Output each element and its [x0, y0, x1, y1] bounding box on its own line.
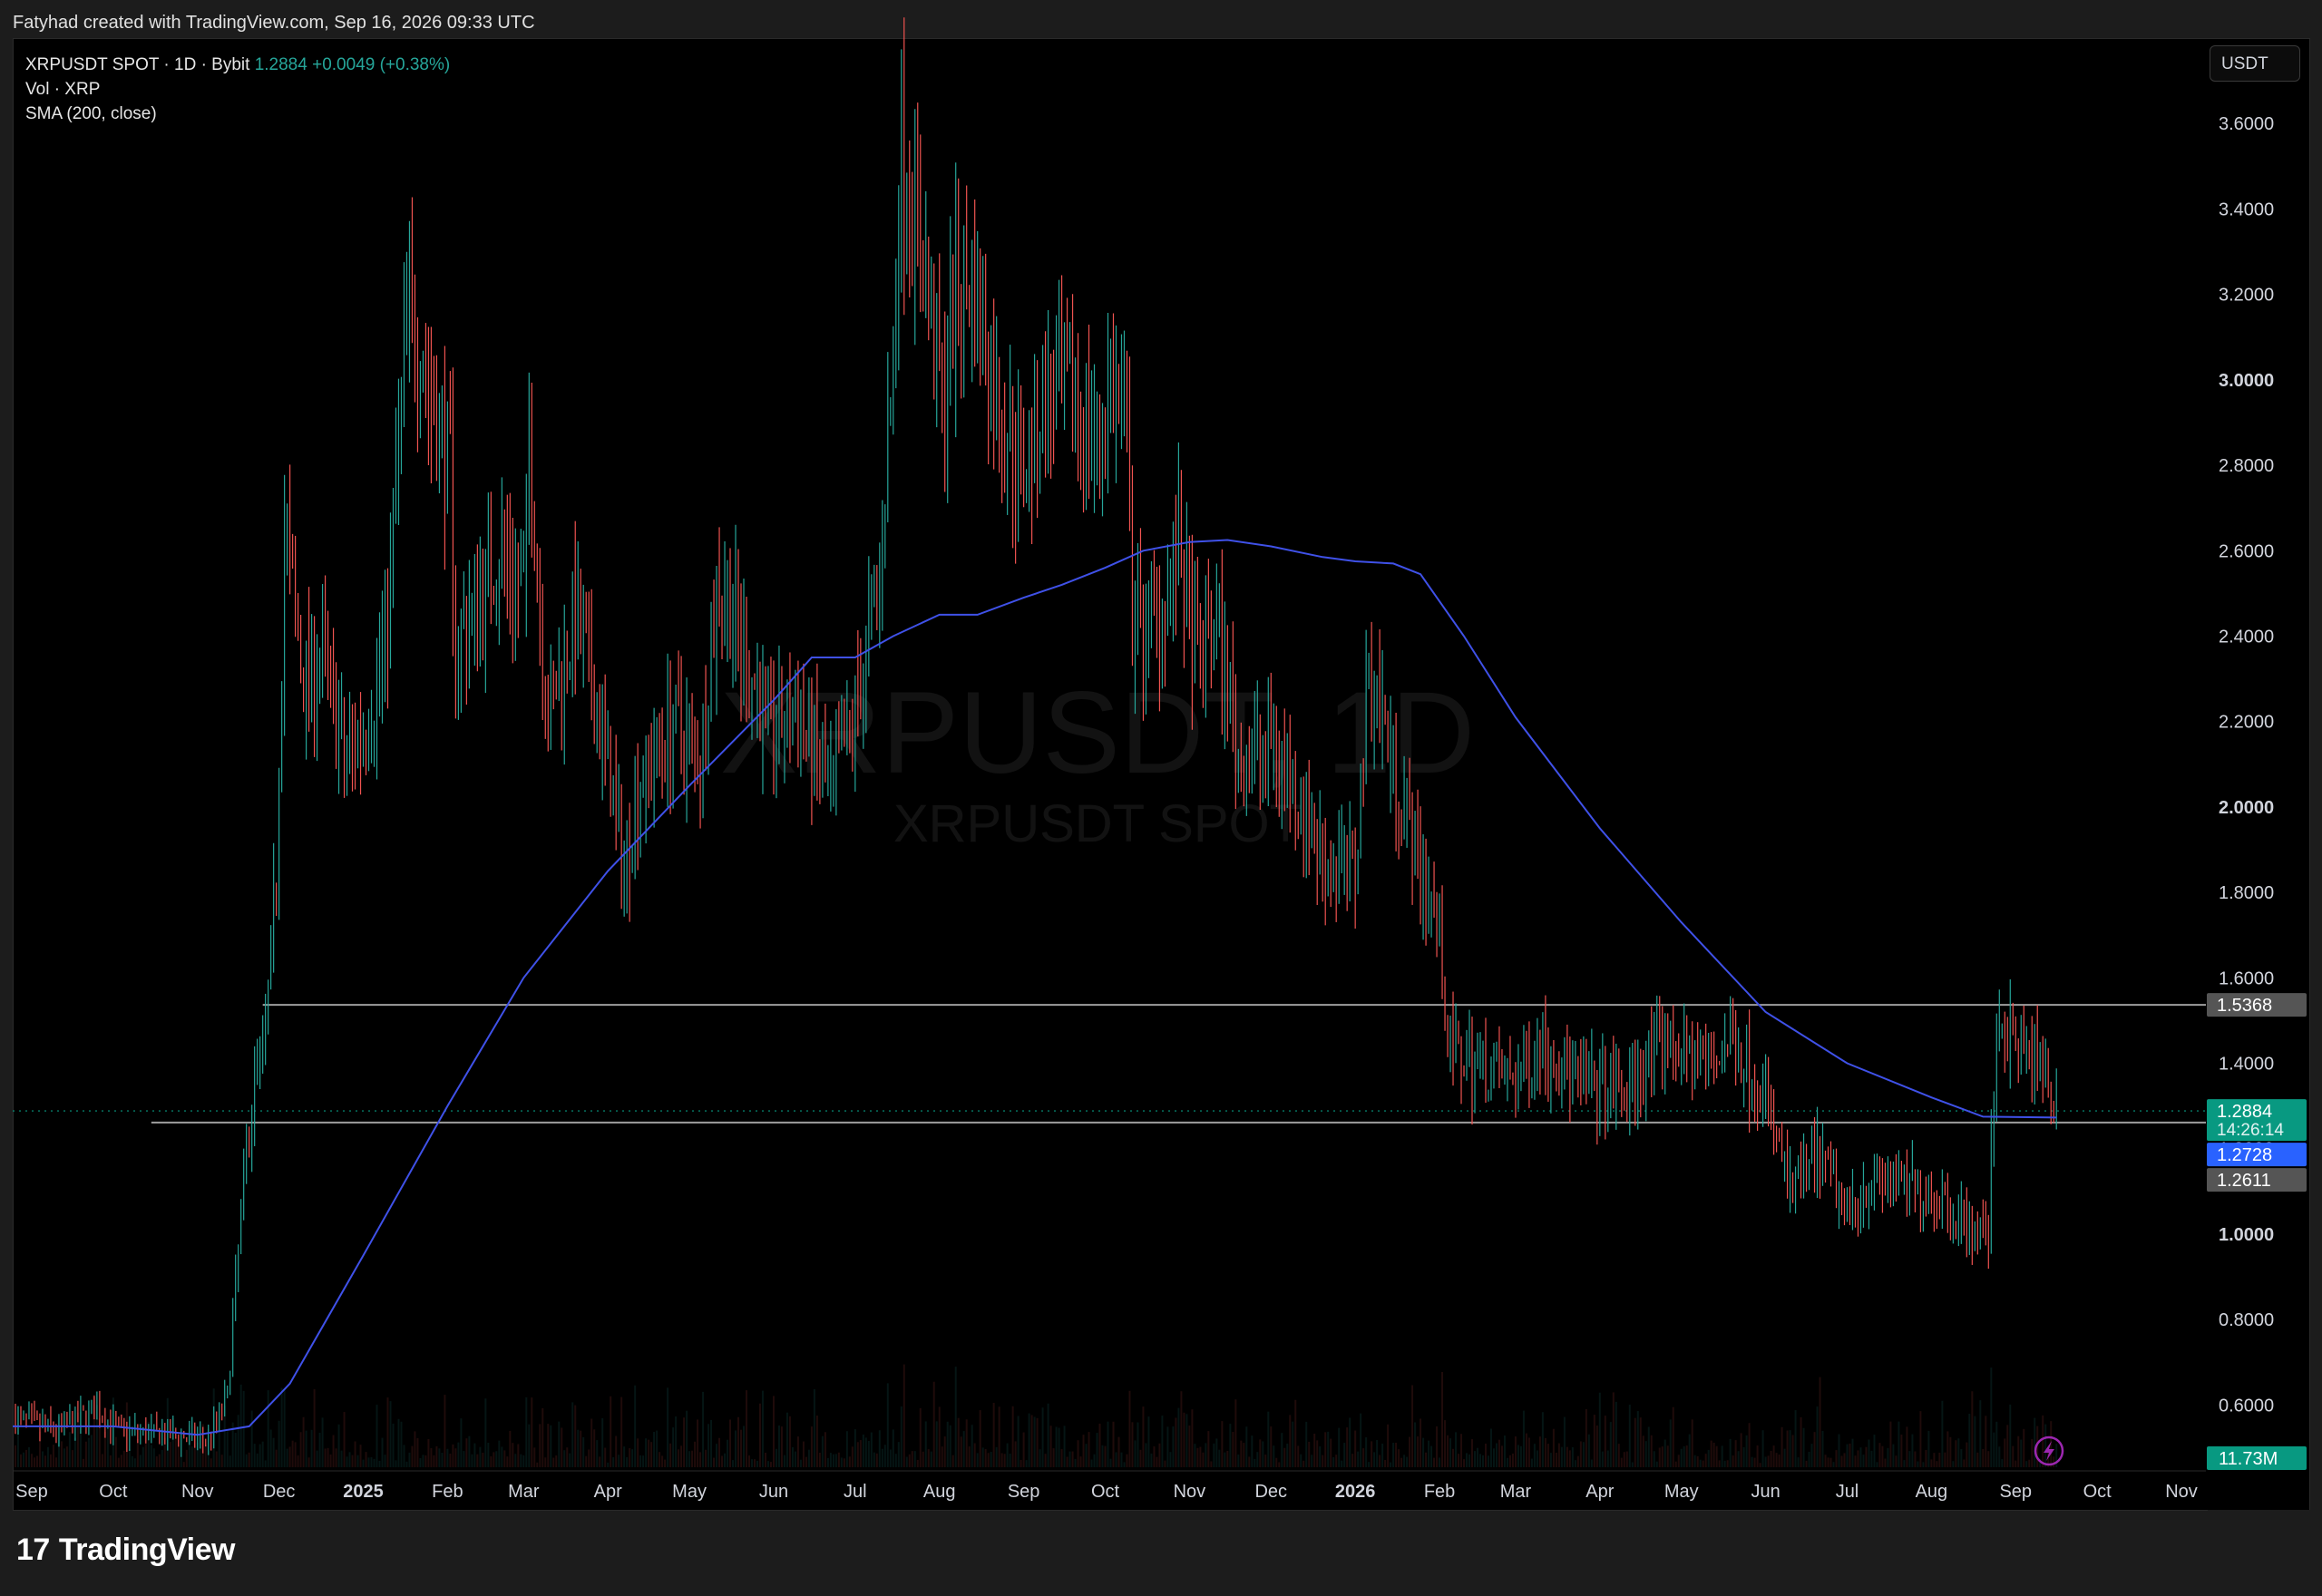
time-tick-label: Nov	[2165, 1482, 2198, 1502]
candles	[15, 17, 2057, 1457]
tradingview-logo-icon: 17	[16, 1533, 50, 1567]
price-axis-ticks: 0.60000.80001.00001.20001.40001.60001.80…	[2219, 114, 2274, 1416]
price-tick-label: 0.6000	[2219, 1396, 2274, 1416]
time-tick-label: 2025	[343, 1482, 384, 1502]
time-tick-label: Dec	[1254, 1482, 1287, 1502]
volume-bars	[14, 1364, 2058, 1467]
sma-200-line	[13, 539, 2057, 1436]
legend-last-price: 1.2884	[254, 55, 307, 74]
time-tick-label: Oct	[2083, 1482, 2112, 1502]
price-tick-label: 3.2000	[2219, 286, 2274, 306]
horizontal-levels	[13, 1004, 2206, 1124]
price-tick-label: 2.6000	[2219, 541, 2274, 561]
volume-badge	[2207, 1446, 2307, 1470]
time-tick-label: Sep	[15, 1482, 48, 1502]
time-tick-label: Feb	[432, 1482, 463, 1502]
volume-badge-label: 11.73M	[2219, 1449, 2278, 1469]
legend-sma[interactable]: SMA (200, close)	[25, 104, 157, 123]
time-tick-label: Oct	[99, 1482, 128, 1502]
legend-volume[interactable]: Vol · XRP	[25, 80, 101, 99]
time-tick-label: Mar	[508, 1482, 540, 1502]
price-badge	[2207, 1168, 2307, 1192]
time-tick-label: Aug	[923, 1482, 956, 1502]
time-tick-label: 2026	[1335, 1482, 1376, 1502]
chart-watermark: XRPUSDT, 1D XRPUSDT SPOT	[720, 668, 1475, 853]
price-tick-label: 3.4000	[2219, 200, 2274, 219]
time-tick-label: May	[1664, 1482, 1699, 1502]
watermark-subtitle: XRPUSDT SPOT	[893, 794, 1302, 853]
legend-change: +0.0049 (+0.38%)	[312, 55, 451, 74]
chart-attribution: Fatyhad created with TradingView.com, Se…	[13, 13, 535, 33]
price-tick-label: 2.0000	[2219, 798, 2274, 818]
price-chart[interactable]: XRPUSDT, 1D XRPUSDT SPOT 0.6000 0.8000 1.0…	[0, 0, 2322, 1523]
price-badge-label: 1.2884	[2217, 1102, 2272, 1122]
time-tick-label: Jul	[844, 1482, 867, 1502]
time-tick-label: Dec	[263, 1482, 296, 1502]
price-badge	[2207, 993, 2307, 1017]
price-badge-countdown: 14:26:14	[2217, 1121, 2284, 1140]
price-badge-label: 1.5368	[2217, 996, 2272, 1016]
time-tick-label: Sep	[1008, 1482, 1040, 1502]
time-tick-label: Nov	[181, 1482, 214, 1502]
price-badge	[2207, 1143, 2307, 1167]
time-tick-label: Nov	[1174, 1482, 1206, 1502]
legend-symbol: XRPUSDT SPOT · 1D · Bybit	[25, 55, 250, 74]
price-badge-label: 1.2728	[2217, 1145, 2272, 1165]
legend-symbol-row[interactable]: XRPUSDT SPOT · 1D · Bybit 1.2884 +0.0049…	[25, 53, 450, 77]
price-tick-label: 3.6000	[2219, 114, 2274, 134]
price-tick-label: 2.8000	[2219, 456, 2274, 476]
price-tick-label: 2.2000	[2219, 713, 2274, 733]
price-tick-label: 3.0000	[2219, 371, 2274, 391]
chart-pane[interactable]	[13, 38, 2208, 1511]
time-tick-label: Apr	[594, 1482, 622, 1502]
tradingview-logo: 17 TradingView	[16, 1533, 235, 1568]
price-tick-label: 0.8000	[2219, 1310, 2274, 1330]
price-tick-label: 1.0000	[2219, 1225, 2274, 1245]
time-tick-label: Jul	[1836, 1482, 1859, 1502]
time-tick-label: May	[672, 1482, 707, 1502]
price-badge	[2207, 1099, 2307, 1142]
price-tick-label: 1.8000	[2219, 883, 2274, 903]
watermark-symbol: XRPUSDT, 1D	[720, 668, 1475, 798]
bolt-icon[interactable]	[2034, 1435, 2064, 1466]
time-tick-label: Mar	[1500, 1482, 1532, 1502]
price-axis[interactable]	[2207, 38, 2310, 1510]
price-badge-label: 1.2611	[2217, 1171, 2271, 1191]
time-tick-label: Aug	[1916, 1482, 1948, 1502]
sma-line	[13, 539, 2057, 1436]
time-tick-label: Sep	[1999, 1482, 2032, 1502]
time-tick-label: Oct	[1091, 1482, 1120, 1502]
currency-button[interactable]: USDT	[2210, 45, 2300, 82]
time-tick-label: Apr	[1585, 1482, 1614, 1502]
price-tick-label: 2.4000	[2219, 627, 2274, 647]
time-tick-label: Feb	[1424, 1482, 1455, 1502]
time-axis-ticks: Sep Oct Nov Dec 2025 Feb Mar Apr May Jun Jul Aug Sep…	[13, 1470, 2206, 1502]
tradingview-logo-text: TradingView	[58, 1533, 236, 1567]
chart-legend: XRPUSDT SPOT · 1D · Bybit 1.2884 +0.0049…	[25, 53, 450, 126]
time-tick-label: Jun	[759, 1482, 788, 1502]
time-tick-label: Jun	[1751, 1482, 1780, 1502]
price-tick-label: 1.4000	[2219, 1055, 2274, 1075]
price-tick-label: 1.6000	[2219, 968, 2274, 988]
